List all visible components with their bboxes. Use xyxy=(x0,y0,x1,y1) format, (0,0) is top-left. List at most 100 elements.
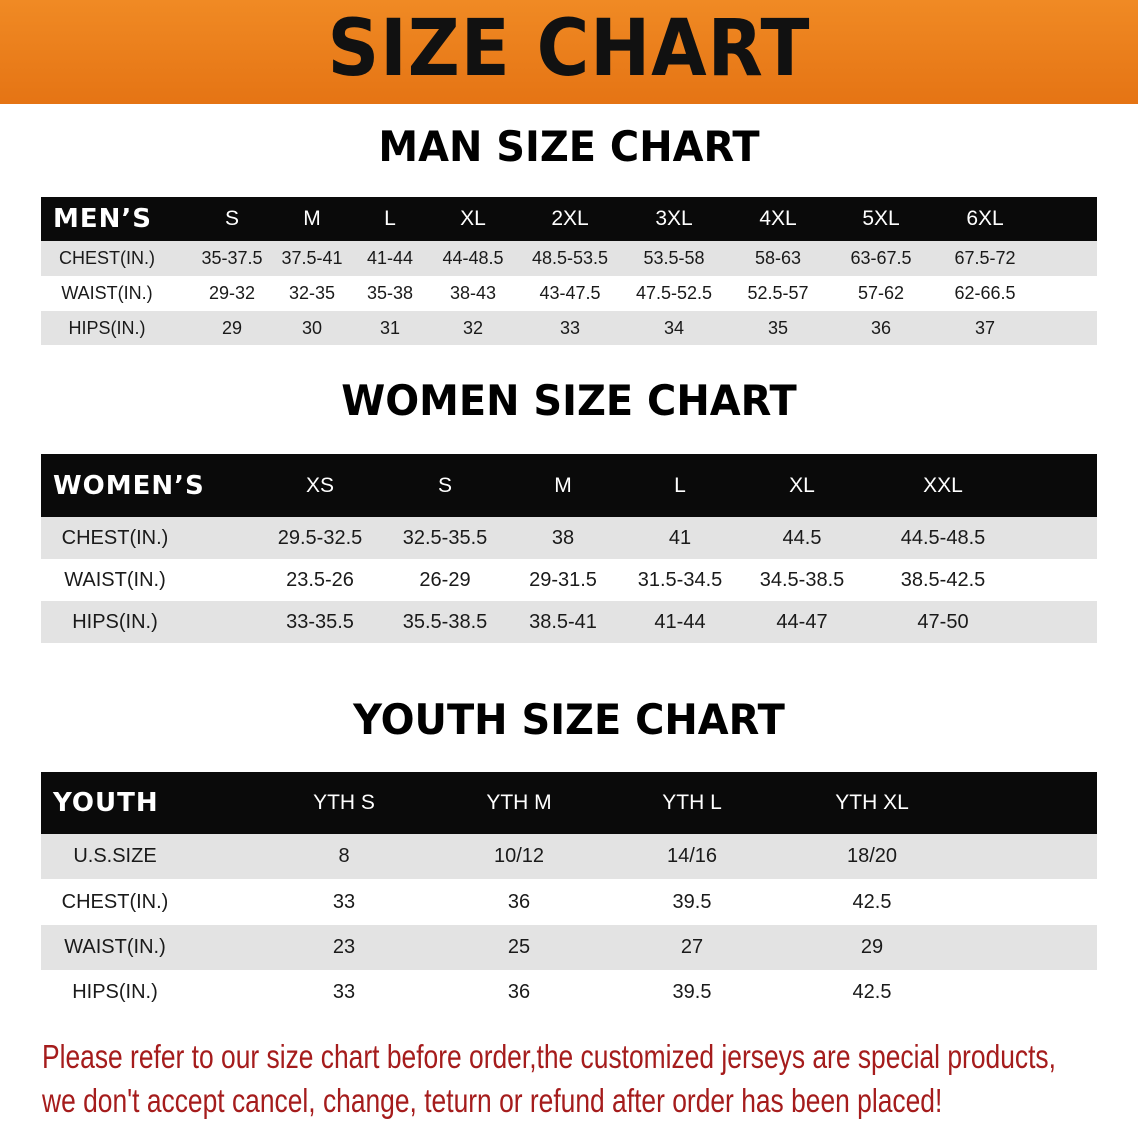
row-label: HIPS(IN.) xyxy=(72,981,158,1003)
size-column-header: 3XL xyxy=(655,207,693,230)
measurement-cell: 36 xyxy=(507,981,531,1003)
size-column-header: YTH XL xyxy=(835,791,909,814)
table-header-label: YOUTH xyxy=(53,788,159,818)
measurement-cell: 52.5-57 xyxy=(747,283,809,303)
notice-line-2: we don't accept cancel, change, teturn o… xyxy=(42,1082,943,1119)
measurement-cell: 8 xyxy=(338,845,350,867)
measurement-cell: 29-31.5 xyxy=(529,568,597,591)
row-label: U.S.SIZE xyxy=(73,845,157,867)
measurement-cell: 29.5-32.5 xyxy=(277,526,363,549)
measurement-cell: 38.5-41 xyxy=(529,610,597,633)
measurement-cell: 33 xyxy=(332,890,356,913)
measurement-cell: 31.5-34.5 xyxy=(637,568,723,591)
measurement-cell: 53.5-58 xyxy=(643,248,705,268)
measurement-cell: 63-67.5 xyxy=(850,248,912,268)
measurement-cell: 33 xyxy=(559,317,581,338)
measurement-cell: 35-37.5 xyxy=(201,248,263,268)
size-column-header: S xyxy=(437,473,453,497)
size-column-header: XL xyxy=(789,473,815,497)
measurement-cell: 39.5 xyxy=(672,890,712,913)
table-row: WAIST(IN.) 23.5-26 26-29 29-31.5 31.5-34.5 34… xyxy=(41,559,1097,601)
youth-section-title: YOUTH SIZE CHART xyxy=(353,695,785,744)
measurement-cell: 33-35.5 xyxy=(286,610,354,633)
table-row: WAIST(IN.) 29-32 32-35 35-38 38-43 43-47.5 47.… xyxy=(41,276,1097,311)
page-title: SIZE CHART xyxy=(327,4,811,94)
row-label: CHEST(IN.) xyxy=(61,890,169,913)
measurement-cell: 34 xyxy=(663,317,685,338)
measurement-cell: 34.5-38.5 xyxy=(759,568,845,591)
measurement-cell: 41 xyxy=(668,526,692,549)
measurement-cell: 38-43 xyxy=(449,283,497,303)
size-column-header: XXL xyxy=(923,473,963,497)
row-label: HIPS(IN.) xyxy=(68,317,146,338)
row-label: HIPS(IN.) xyxy=(72,610,158,633)
measurement-cell: 25 xyxy=(507,936,531,958)
measurement-cell: 23.5-26 xyxy=(286,568,354,591)
size-column-header: L xyxy=(384,207,396,230)
table-row: WAIST(IN.) 23 25 27 29 xyxy=(41,925,1097,970)
measurement-cell: 39.5 xyxy=(672,981,712,1003)
row-label: WAIST(IN.) xyxy=(64,568,166,591)
measurement-cell: 10/12 xyxy=(493,845,545,867)
measurement-cell: 41-44 xyxy=(366,248,414,268)
size-column-header: 4XL xyxy=(759,207,797,230)
measurement-cell: 43-47.5 xyxy=(539,283,601,303)
measurement-cell: 44.5-48.5 xyxy=(900,526,986,549)
measurement-cell: 26-29 xyxy=(419,568,471,591)
table-row: CHEST(IN.) 29.5-32.5 32.5-35.5 38 41 44.5 44.5… xyxy=(41,517,1097,559)
measurement-cell: 29 xyxy=(221,317,243,338)
size-column-header: 6XL xyxy=(966,207,1004,230)
measurement-cell: 44-48.5 xyxy=(442,248,504,268)
row-label: WAIST(IN.) xyxy=(64,936,166,958)
size-column-header: 5XL xyxy=(862,207,900,230)
measurement-cell: 23 xyxy=(332,936,356,958)
measurement-cell: 32-35 xyxy=(288,283,336,303)
measurement-cell: 47-50 xyxy=(917,610,969,633)
table-row: CHEST(IN.) 35-37.5 37.5-41 41-44 44-48.5 48.5… xyxy=(41,241,1097,276)
size-column-header: M xyxy=(303,207,321,230)
measurement-cell: 18/20 xyxy=(846,845,898,867)
table-header-row: WOMEN’S XS S M L XL XXL xyxy=(41,454,1097,517)
measurement-cell: 42.5 xyxy=(852,981,892,1003)
measurement-cell: 35 xyxy=(767,317,789,338)
measurement-cell: 35-38 xyxy=(366,283,414,303)
size-column-header: L xyxy=(674,473,686,497)
size-column-header: M xyxy=(554,473,572,497)
table-row: HIPS(IN.) 33-35.5 35.5-38.5 38.5-41 41-44 44-… xyxy=(41,601,1097,643)
measurement-cell: 37.5-41 xyxy=(281,248,343,268)
measurement-cell: 27 xyxy=(680,936,704,958)
row-label: WAIST(IN.) xyxy=(61,283,153,303)
measurement-cell: 47.5-52.5 xyxy=(635,283,713,303)
measurement-cell: 41-44 xyxy=(654,610,706,633)
measurement-cell: 37 xyxy=(974,317,996,338)
table-header-row: MEN’S S M L XL 2XL 3XL 4XL 5XL 6XL xyxy=(41,197,1097,241)
size-column-header: YTH S xyxy=(313,791,375,814)
table-row: HIPS(IN.) 33 36 39.5 42.5 xyxy=(41,970,1097,1015)
measurement-cell: 14/16 xyxy=(666,845,718,867)
measurement-cell: 58-63 xyxy=(754,248,802,268)
measurement-cell: 31 xyxy=(379,317,401,338)
measurement-cell: 32.5-35.5 xyxy=(402,526,488,549)
row-label: CHEST(IN.) xyxy=(59,248,155,268)
table-header-label: WOMEN’S xyxy=(53,470,205,501)
measurement-cell: 62-66.5 xyxy=(954,283,1016,303)
women-section-title: WOMEN SIZE CHART xyxy=(341,376,797,425)
notice-line-1: Please refer to our size chart before or… xyxy=(42,1038,1056,1075)
measurement-cell: 29 xyxy=(860,936,884,958)
table-row: U.S.SIZE 8 10/12 14/16 18/20 xyxy=(41,834,1097,879)
measurement-cell: 35.5-38.5 xyxy=(402,610,488,633)
size-column-header: XL xyxy=(460,207,486,230)
size-column-header: S xyxy=(224,207,240,230)
measurement-cell: 29-32 xyxy=(208,283,256,303)
table-row: HIPS(IN.) 29 30 31 32 33 34 35 36 37 xyxy=(41,311,1097,345)
measurement-cell: 38.5-42.5 xyxy=(900,568,986,591)
table-header-row: YOUTH YTH S YTH M YTH L YTH XL xyxy=(41,772,1097,834)
row-label: CHEST(IN.) xyxy=(61,526,169,549)
measurement-cell: 32 xyxy=(462,317,484,338)
table-header-label: MEN’S xyxy=(53,204,152,234)
measurement-cell: 30 xyxy=(301,317,323,338)
size-column-header: 2XL xyxy=(551,207,589,230)
size-column-header: YTH L xyxy=(662,791,722,814)
measurement-cell: 57-62 xyxy=(857,283,905,303)
measurement-cell: 38 xyxy=(551,526,575,549)
